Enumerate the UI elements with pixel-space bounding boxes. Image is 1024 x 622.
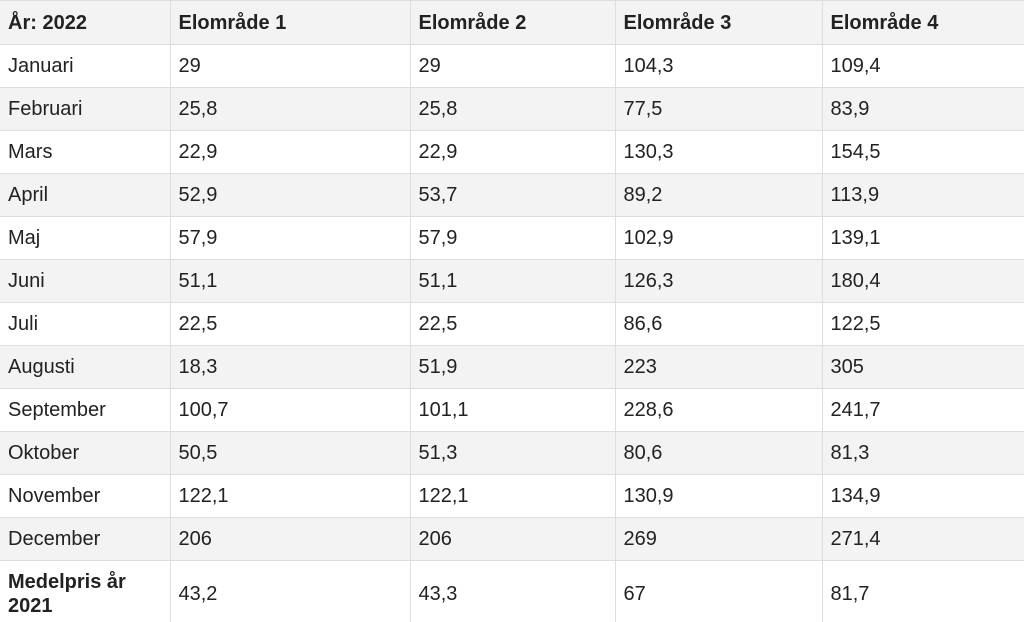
table-row: Mars 22,9 22,9 130,3 154,5 xyxy=(0,130,1024,174)
table-row: Maj 57,9 57,9 102,9 139,1 xyxy=(0,216,1024,260)
header-cell: År: 2022 xyxy=(0,0,171,45)
cell: 139,1 xyxy=(821,216,1024,260)
cell: 77,5 xyxy=(614,87,823,131)
cell: 53,7 xyxy=(409,173,616,217)
cell: 102,9 xyxy=(614,216,823,260)
cell: 81,7 xyxy=(821,560,1024,622)
cell: 86,6 xyxy=(614,302,823,346)
table-row: Februari 25,8 25,8 77,5 83,9 xyxy=(0,87,1024,131)
cell: 51,3 xyxy=(409,431,616,475)
row-label: December xyxy=(0,517,171,561)
header-row: År: 2022 Elområde 1 Elområde 2 Elområde 3 El… xyxy=(0,0,1024,45)
cell: 51,9 xyxy=(409,345,616,389)
cell: 29 xyxy=(169,44,411,88)
row-label: November xyxy=(0,474,171,518)
cell: 180,4 xyxy=(821,259,1024,303)
table-row: Juli 22,5 22,5 86,6 122,5 xyxy=(0,302,1024,346)
row-label: Januari xyxy=(0,44,171,88)
cell: 223 xyxy=(614,345,823,389)
table-row: April 52,9 53,7 89,2 113,9 xyxy=(0,173,1024,217)
table-row: September 100,7 101,1 228,6 241,7 xyxy=(0,388,1024,432)
cell: 50,5 xyxy=(169,431,411,475)
cell: 126,3 xyxy=(614,259,823,303)
cell: 22,5 xyxy=(169,302,411,346)
cell: 52,9 xyxy=(169,173,411,217)
cell: 22,9 xyxy=(169,130,411,174)
cell: 80,6 xyxy=(614,431,823,475)
header-cell: Elområde 1 xyxy=(169,0,411,45)
cell: 67 xyxy=(614,560,823,622)
cell: 113,9 xyxy=(821,173,1024,217)
header-cell: Elområde 3 xyxy=(614,0,823,45)
cell: 22,5 xyxy=(409,302,616,346)
row-label: Medelpris år 2021 xyxy=(0,560,171,622)
cell: 122,5 xyxy=(821,302,1024,346)
row-label: Oktober xyxy=(0,431,171,475)
cell: 122,1 xyxy=(169,474,411,518)
row-label: Augusti xyxy=(0,345,171,389)
cell: 228,6 xyxy=(614,388,823,432)
cell: 81,3 xyxy=(821,431,1024,475)
cell: 271,4 xyxy=(821,517,1024,561)
cell: 101,1 xyxy=(409,388,616,432)
cell: 43,2 xyxy=(169,560,411,622)
row-label: Juni xyxy=(0,259,171,303)
header-cell: Elområde 2 xyxy=(409,0,616,45)
cell: 51,1 xyxy=(169,259,411,303)
cell: 22,9 xyxy=(409,130,616,174)
cell: 89,2 xyxy=(614,173,823,217)
row-label: Mars xyxy=(0,130,171,174)
cell: 206 xyxy=(169,517,411,561)
cell: 25,8 xyxy=(409,87,616,131)
cell: 25,8 xyxy=(169,87,411,131)
cell: 206 xyxy=(409,517,616,561)
cell: 109,4 xyxy=(821,44,1024,88)
cell: 83,9 xyxy=(821,87,1024,131)
cell: 269 xyxy=(614,517,823,561)
cell: 134,9 xyxy=(821,474,1024,518)
cell: 104,3 xyxy=(614,44,823,88)
row-label: Februari xyxy=(0,87,171,131)
row-label: Maj xyxy=(0,216,171,260)
table-row: December 206 206 269 271,4 xyxy=(0,517,1024,561)
table-row: Augusti 18,3 51,9 223 305 xyxy=(0,345,1024,389)
table-row: November 122,1 122,1 130,9 134,9 xyxy=(0,474,1024,518)
cell: 57,9 xyxy=(169,216,411,260)
row-label: April xyxy=(0,173,171,217)
cell: 43,3 xyxy=(409,560,616,622)
cell: 51,1 xyxy=(409,259,616,303)
cell: 305 xyxy=(821,345,1024,389)
header-cell: Elområde 4 xyxy=(821,0,1024,45)
row-label: September xyxy=(0,388,171,432)
row-label: Juli xyxy=(0,302,171,346)
cell: 122,1 xyxy=(409,474,616,518)
cell: 241,7 xyxy=(821,388,1024,432)
table-row: Januari 29 29 104,3 109,4 xyxy=(0,44,1024,88)
cell: 154,5 xyxy=(821,130,1024,174)
cell: 18,3 xyxy=(169,345,411,389)
cell: 57,9 xyxy=(409,216,616,260)
table-row: Medelpris år 2021 43,2 43,3 67 81,7 xyxy=(0,560,1024,622)
table-row: Oktober 50,5 51,3 80,6 81,3 xyxy=(0,431,1024,475)
cell: 100,7 xyxy=(169,388,411,432)
cell: 130,3 xyxy=(614,130,823,174)
table-row: Juni 51,1 51,1 126,3 180,4 xyxy=(0,259,1024,303)
cell: 130,9 xyxy=(614,474,823,518)
cell: 29 xyxy=(409,44,616,88)
